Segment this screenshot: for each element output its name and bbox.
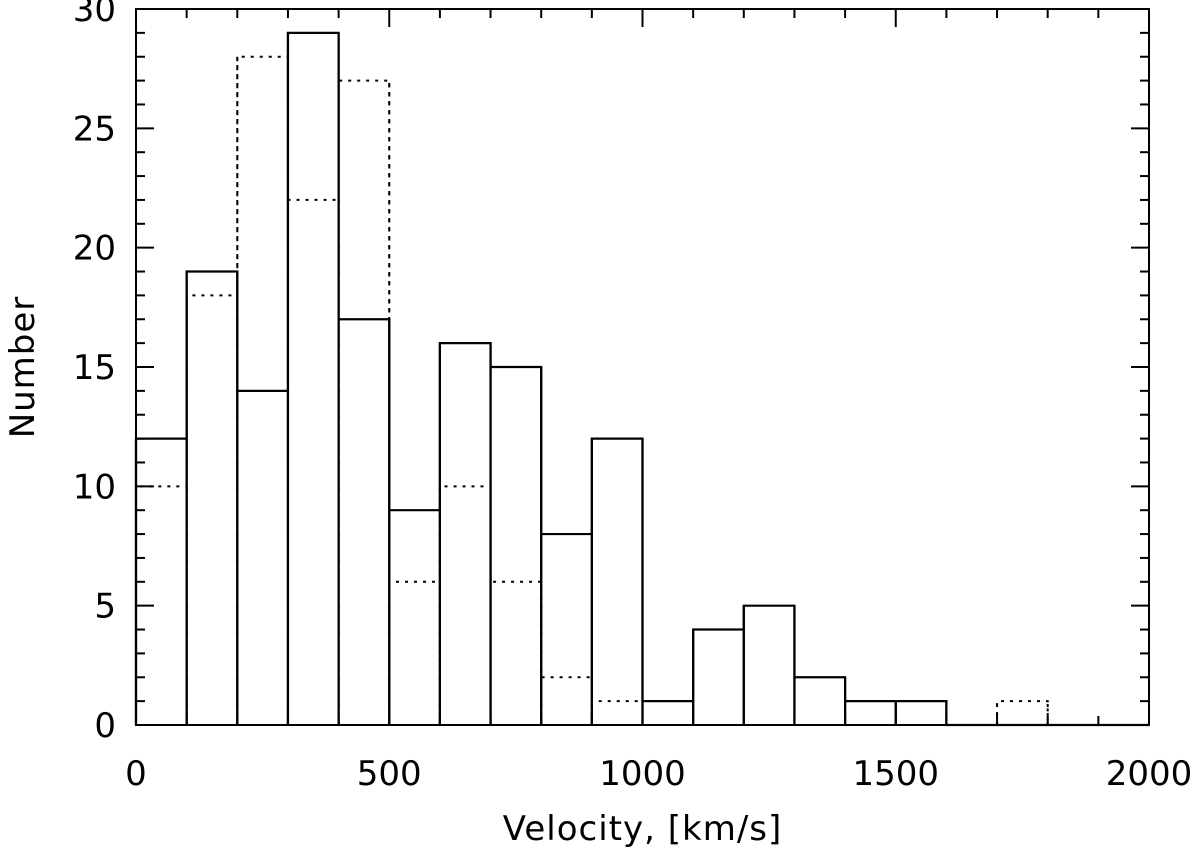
y-tick-label: 20: [73, 229, 116, 269]
x-axis-title: Velocity, [km/s]: [503, 809, 783, 849]
y-tick-label: 15: [73, 348, 116, 388]
x-tick-label: 2000: [1106, 754, 1193, 794]
y-tick-label: 0: [94, 706, 116, 746]
y-tick-label: 10: [73, 467, 116, 507]
x-tick-label: 500: [357, 754, 422, 794]
x-tick-label: 1500: [852, 754, 939, 794]
y-axis-title: Number: [3, 296, 43, 439]
tick-labels: 0 500 1000 1500 2000 0 5 10 15 20 25 30: [73, 0, 1193, 794]
y-tick-label: 30: [73, 0, 116, 30]
x-tick-label: 0: [125, 754, 147, 794]
y-tick-label: 5: [94, 587, 116, 627]
axis-ticks: [135, 8, 1150, 726]
y-tick-label: 25: [73, 109, 116, 149]
plot-area: [134, 31, 1149, 727]
x-tick-label: 1000: [599, 754, 686, 794]
